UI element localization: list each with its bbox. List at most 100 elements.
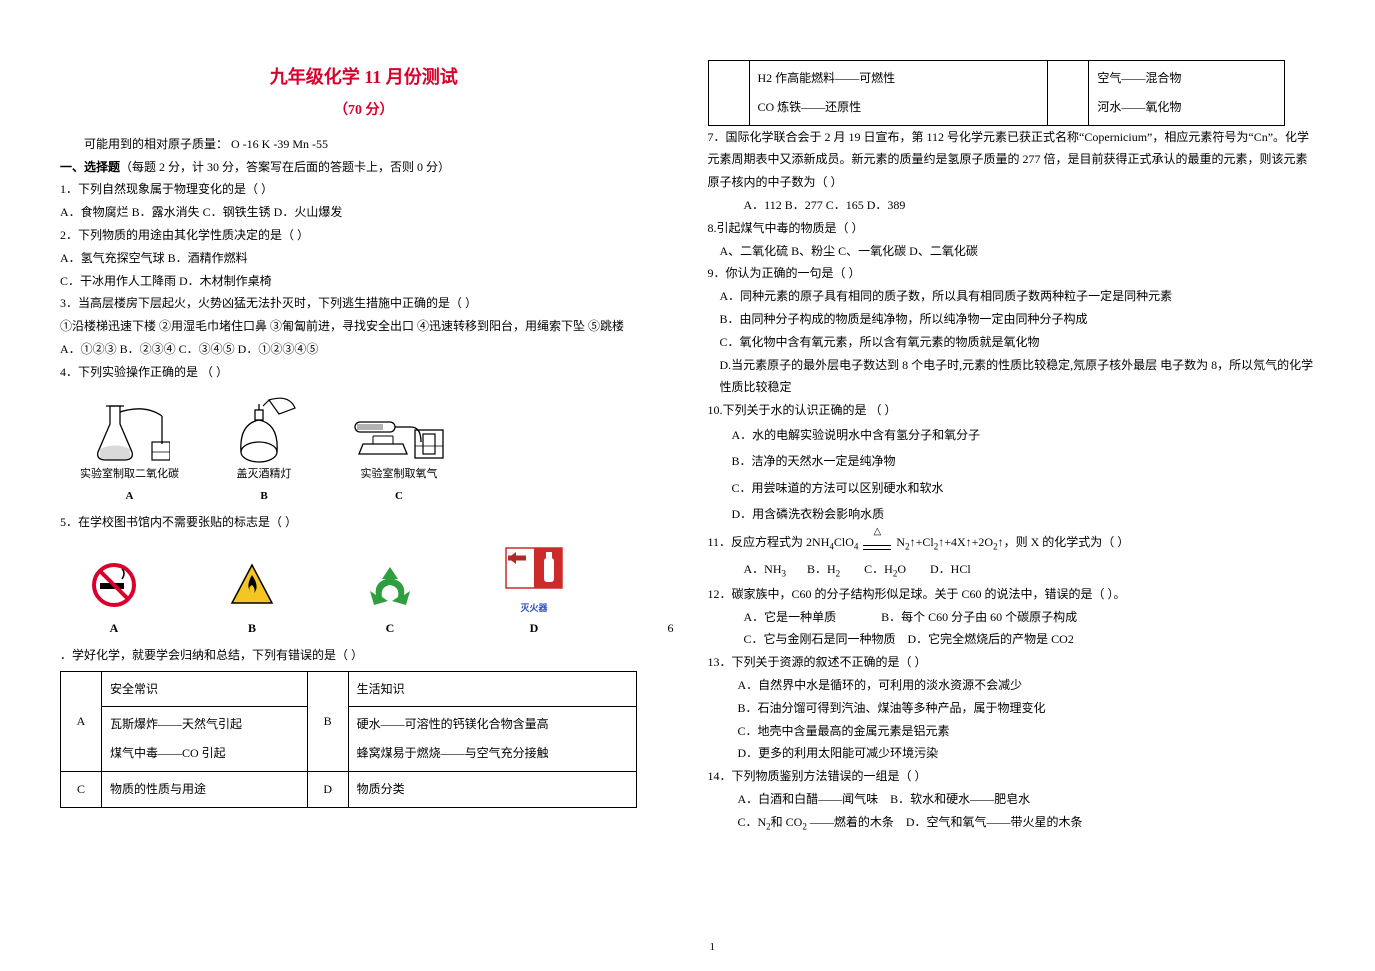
q8: 8.引起煤气中毒的物质是（ ） (708, 217, 1316, 240)
q10-opt-d: D．用含磷洗衣粉会影响水质 (708, 501, 1316, 527)
q6-cell-d-idx: D (307, 772, 348, 808)
q12-opt-b: B．每个 C60 分子由 60 个碳原子构成 (881, 610, 1077, 624)
alcohol-lamp-icon (229, 394, 299, 464)
q14-opt-c-pre: C．N (738, 815, 767, 829)
q9-opt-c: C．氧化物中含有氧元素，所以含有氧元素的物质就是氧化物 (708, 331, 1316, 354)
q14-opts-row2: C．N2和 CO2 ——燃着的木条 D．空气和氧气——带火星的木条 (708, 811, 1316, 835)
q12-opt-a: A．它是一种单质 (744, 610, 837, 624)
q6-a-line1: 瓦斯爆炸——天然气引起 (110, 713, 299, 736)
q13-opt-d: D．更多的利用太阳能可减少环境污染 (708, 742, 1316, 765)
extinguisher-label: 灭火器 (504, 600, 564, 617)
q14-opt-c-mid: 和 CO (771, 815, 803, 829)
q6-b-line1: 硬水——可溶性的钙镁化合物含量高 (357, 713, 628, 736)
q6-a-line2: 煤气中毒——CO 引起 (110, 742, 299, 765)
q12-opt-d: D．它完全燃烧后的产物是 CO2 (908, 632, 1074, 646)
q10: 10.下列关于水的认识正确的是 （ ） (708, 399, 1316, 422)
q6-cell-d-head: 物质分类 (348, 772, 636, 808)
stray-number-6: 6 (668, 617, 674, 640)
page-number: 1 (710, 941, 716, 953)
q6-cell-b-idx: B (307, 671, 348, 771)
q6-d-line1: 空气——混合物 (1097, 67, 1275, 90)
q5-icon-a-cell: A (90, 561, 138, 640)
q6-cell-c-head: 物质的性质与用途 (102, 772, 308, 808)
q11-opt-a: A．NH (744, 562, 782, 576)
q6-cell-a-body: 瓦斯爆炸——天然气引起 煤气中毒——CO 引起 (102, 707, 308, 772)
q12: 12．碳家族中，C60 的分子结构形似足球。关于 C60 的说法中，错误的是（ … (708, 583, 1316, 606)
q4-figures: 实验室制取二氧化碳 A 盖灭酒精灯 B (80, 394, 668, 508)
q2: 2．下列物质的用途由其化学性质决定的是（ ） (60, 224, 668, 247)
q3: 3．当高层楼房下层起火，火势凶猛无法扑灭时，下列逃生措施中正确的是（ ） (60, 292, 668, 315)
q5-icons: A B C (90, 544, 668, 640)
flask-apparatus-icon (90, 394, 170, 464)
q9: 9．你认为正确的一句是（ ） (708, 262, 1316, 285)
q11-options: A．NH3 B．H2 C．H2O D．HCl (708, 558, 1316, 582)
q6-cell-b-head: 生活知识 (348, 671, 636, 707)
q5-icon-c-label: C (366, 617, 414, 640)
q13: 13．下列关于资源的叙述不正确的是（ ） (708, 651, 1316, 674)
q4-fig-b-label: B (260, 486, 267, 507)
section1-note: （每题 2 分，计 30 分，答案写在后面的答题卡上，否则 0 分） (120, 160, 450, 174)
q6-b-line2: 蜂窝煤易于燃烧——与空气充分接触 (357, 742, 628, 765)
q7: 7．国际化学联合会于 2 月 19 日宣布，第 112 号化学元素已获正式名称“… (708, 126, 1316, 194)
q6-cell-a-head: 安全常识 (102, 671, 308, 707)
q11-opt-c-o: O (897, 562, 906, 576)
q5-icon-d-label: D (504, 617, 564, 640)
q14-opt-c-post: ——燃着的木条 (807, 815, 894, 829)
q6-d-line2: 河水——氧化物 (1097, 96, 1275, 119)
page-title: 九年级化学 11 月份测试 (60, 60, 668, 94)
q6d-spacer1 (1048, 61, 1089, 126)
q5-icon-b-cell: B (228, 561, 276, 640)
no-smoking-icon (90, 561, 138, 609)
q4-fig-a-label: A (126, 486, 134, 507)
q11-opt-d: D．HCl (930, 562, 971, 576)
q6-intro: ．学好化学，就要学会归纳和总结，下列有错误的是（ ） (60, 644, 668, 667)
q14: 14．下列物质鉴别方法错误的一组是（ ） (708, 765, 1316, 788)
q14-opt-a: A．白酒和白醋——闻气味 (738, 792, 879, 806)
q6-table-continued: H2 作高能燃料——可燃性 CO 炼铁——还原性 空气——混合物 河水——氧化物 (708, 60, 1285, 126)
q6-c-line1: H2 作高能燃料——可燃性 (758, 67, 1040, 90)
q4-fig-a-caption: 实验室制取二氧化碳 (80, 464, 179, 485)
q11-mid1: ClO (834, 535, 854, 549)
q6-cell-c-body: H2 作高能燃料——可燃性 CO 炼铁——还原性 (749, 61, 1048, 126)
q11-mid4: ↑+4X↑+2O (938, 535, 993, 549)
q11-pre: 11．反应方程式为 2NH (708, 535, 830, 549)
q13-opt-a: A．自然界中水是循环的，可利用的淡水资源不会减少 (708, 674, 1316, 697)
q9-opt-d: D.当元素原子的最外层电子数达到 8 个电子时,元素的性质比较稳定,氖原子核外最… (708, 354, 1316, 400)
fire-extinguisher-sign-icon (504, 544, 564, 592)
q4-fig-b-caption: 盖灭酒精灯 (237, 464, 292, 485)
q13-opt-b: B．石油分馏可得到汽油、煤油等多种产品，属于物理变化 (708, 697, 1316, 720)
q2-opts-line2: C．干冰用作人工降雨 D．木材制作桌椅 (60, 270, 668, 293)
recycle-icon (366, 561, 414, 609)
q10-opt-b: B．洁净的天然水一定是纯净物 (708, 448, 1316, 474)
flammable-warning-icon (228, 561, 276, 609)
q11-mid3: ↑+Cl (910, 535, 934, 549)
q1-options: A．食物腐烂 B．露水消失 C．钢铁生锈 D．火山爆发 (60, 201, 668, 224)
q10-opt-a: A．水的电解实验说明水中含有氢分子和氧分子 (708, 422, 1316, 448)
q10-opt-c: C．用尝味道的方法可以区别硬水和软水 (708, 475, 1316, 501)
section1-heading: 一、选择题（每题 2 分，计 30 分，答案写在后面的答题卡上，否则 0 分） (60, 156, 668, 179)
q1: 1．下列自然现象属于物理变化的是（ ） (60, 178, 668, 201)
atomic-masses: 可能用到的相对原子质量： O -16 K -39 Mn -55 (60, 133, 668, 156)
q13-opt-c: C．地壳中含量最高的金属元素是铝元素 (708, 720, 1316, 743)
q6-c-line2: CO 炼铁——还原性 (758, 96, 1040, 119)
q4-fig-b: 盖灭酒精灯 B (229, 394, 299, 508)
q4-fig-c-label: C (395, 486, 403, 507)
q8-options: A、二氧化硫 B、粉尘 C、一氧化碳 D、二氧化碳 (708, 240, 1316, 263)
q5-icon-a-label: A (90, 617, 138, 640)
q3-options: A．①②③ B．②③④ C．③④⑤ D．①②③④⑤ (60, 338, 668, 361)
q2-opts-line1: A．氢气充探空气球 B．酒精作燃料 (60, 247, 668, 270)
q11: 11．反应方程式为 2NH4ClO4 △ N2↑+Cl2↑+4X↑+2O2↑，则… (708, 528, 1316, 559)
q3-choices: ①沿楼梯迅速下楼 ②用湿毛巾堵住口鼻 ③匍匐前进，寻找安全出口 ④迅速转移到阳台… (60, 315, 668, 338)
q11-mid5: ↑，则 X 的化学式为（ ） (998, 535, 1130, 549)
q14-opt-b: B．软水和硬水——肥皂水 (890, 792, 1030, 806)
q5-icon-b-label: B (228, 617, 276, 640)
q12-opt-c: C．它与金刚石是同一种物质 (744, 632, 896, 646)
q6c-spacer1 (708, 61, 749, 126)
q4-fig-c-caption: 实验室制取氧气 (361, 464, 438, 485)
q5-icon-c-cell: C (366, 561, 414, 640)
q9-opt-a: A．同种元素的原子具有相同的质子数，所以具有相同质子数两种粒子一定是同种元素 (708, 285, 1316, 308)
q4-fig-a: 实验室制取二氧化碳 A (80, 394, 179, 508)
q11-opt-c: C．H (864, 562, 893, 576)
q14-opt-d: D．空气和氧气——带火星的木条 (906, 815, 1083, 829)
q6-cell-c-idx: C (61, 772, 102, 808)
